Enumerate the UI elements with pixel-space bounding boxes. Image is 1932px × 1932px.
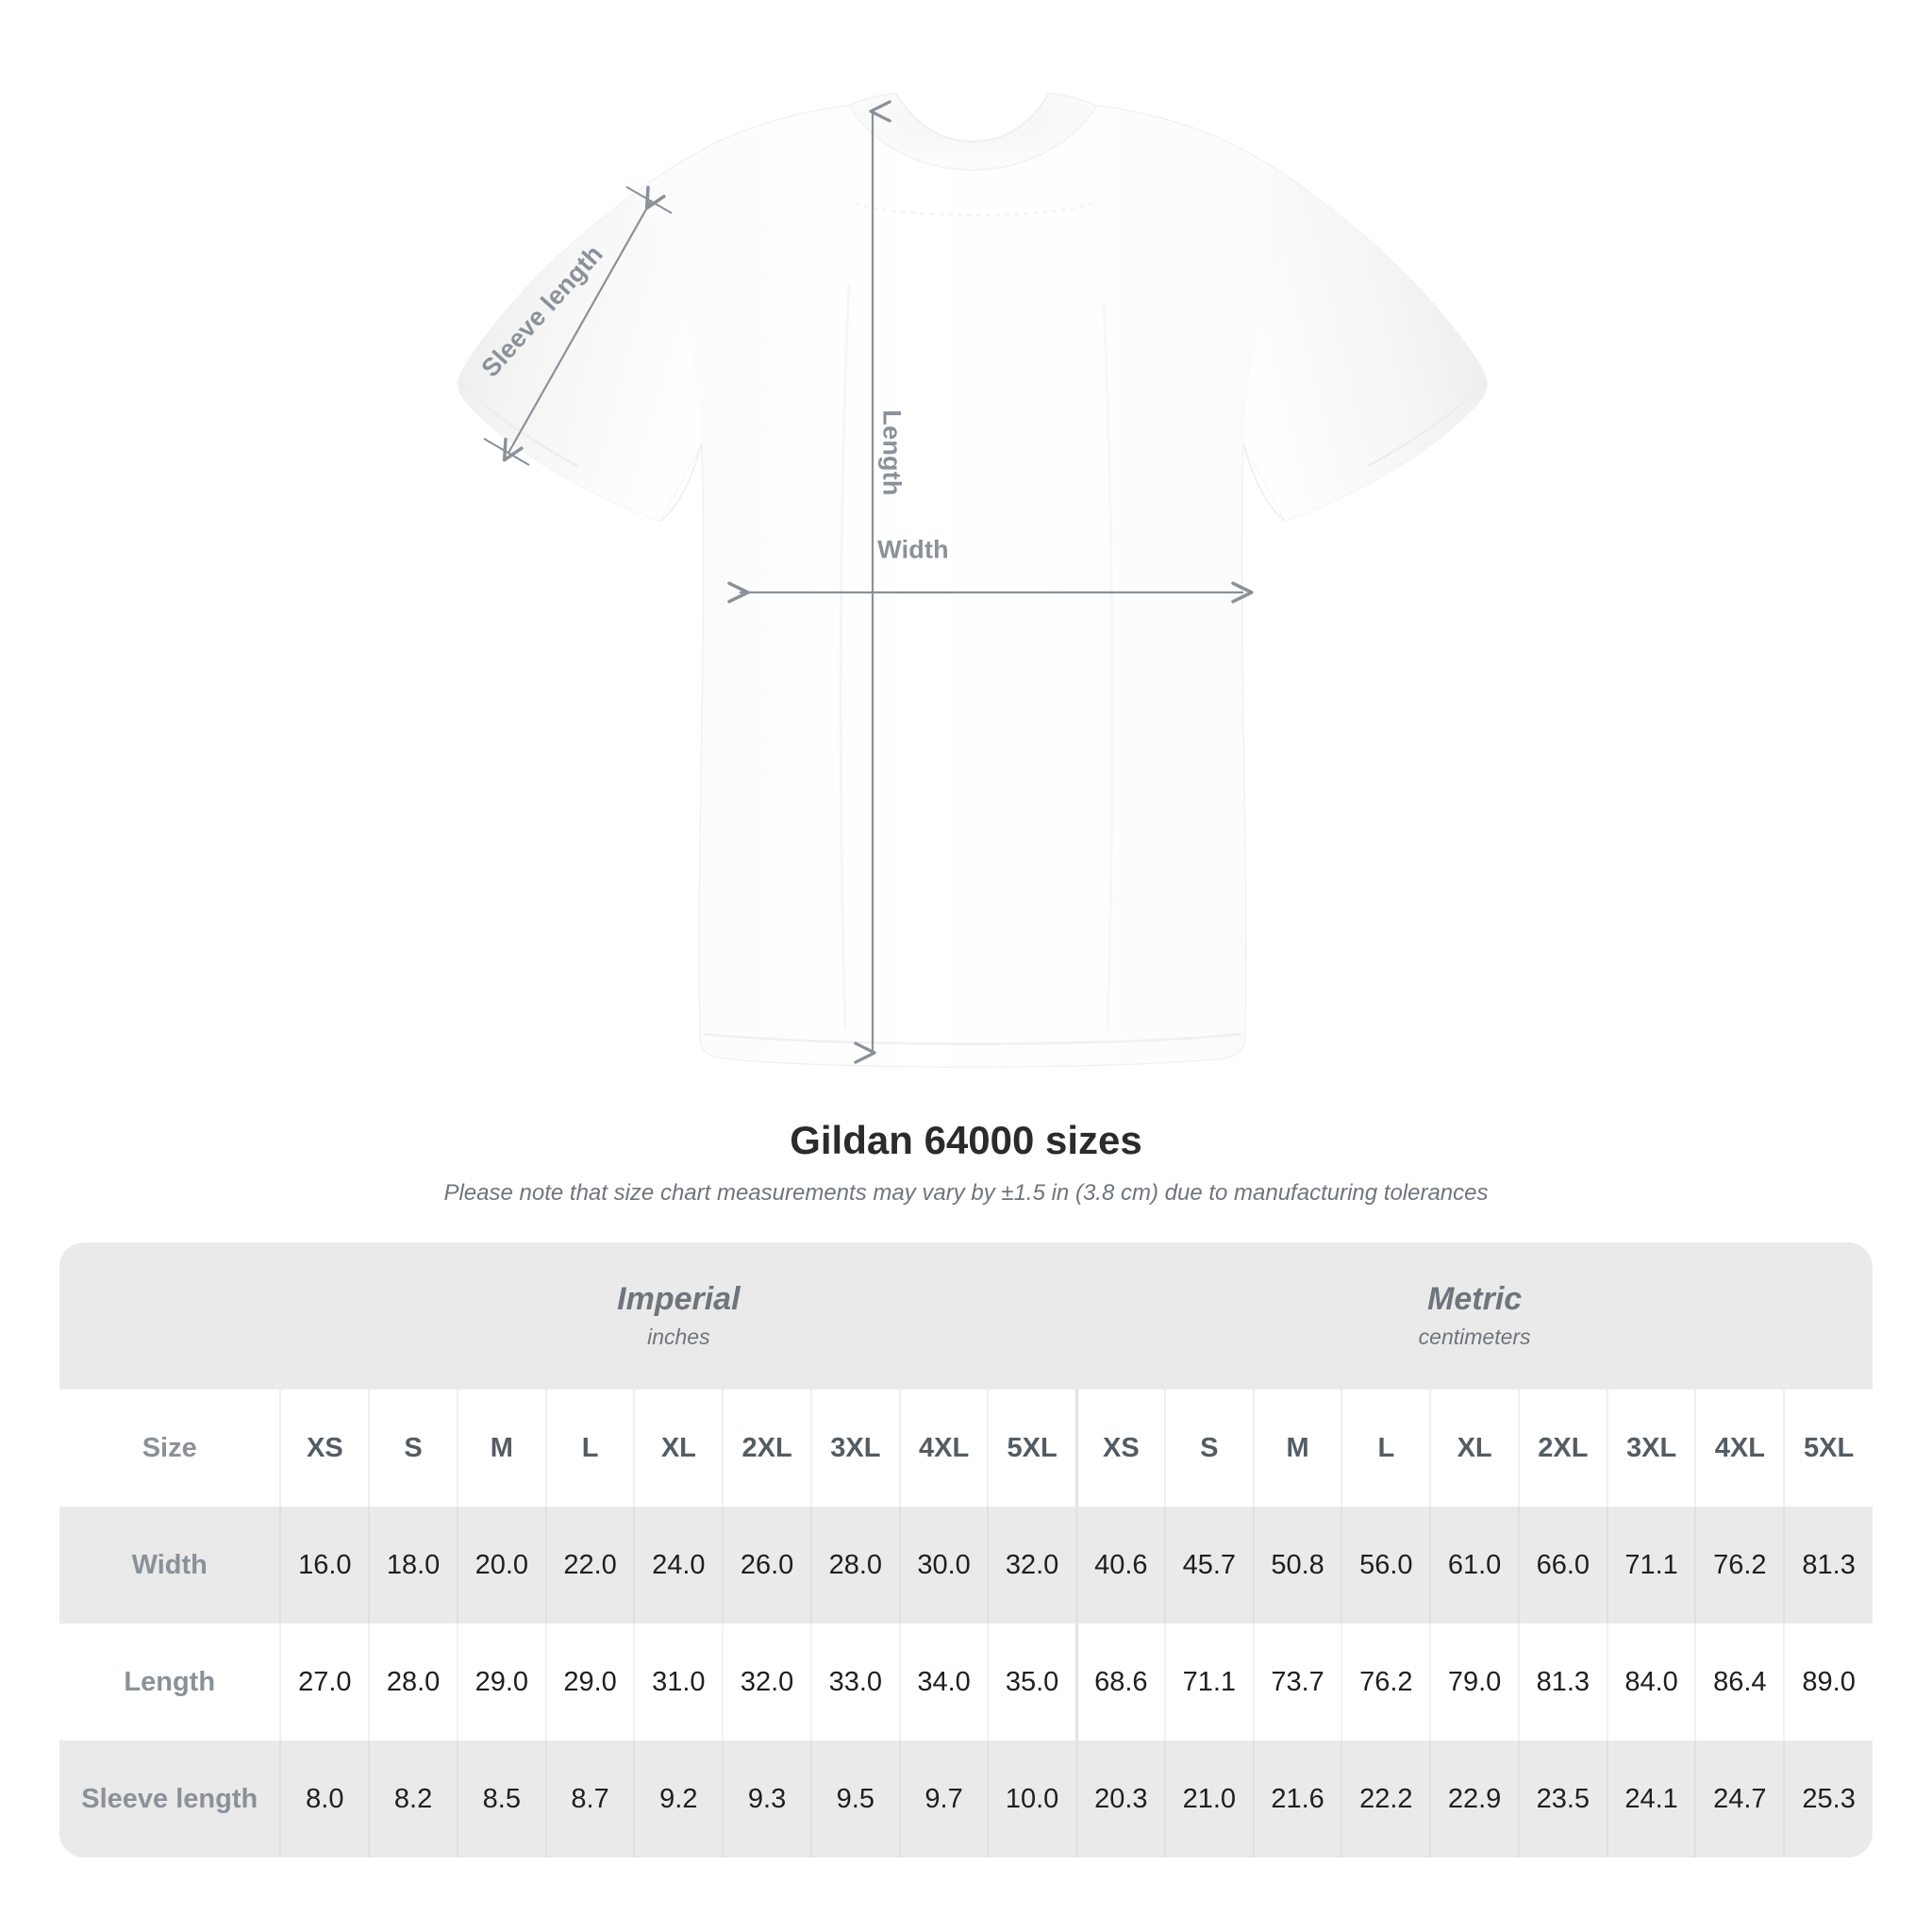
table-row: Width 16.0 18.0 20.0 22.0 24.0 26.0 28.0 30.0 32.… bbox=[59, 1507, 1873, 1624]
size-header-imperial-xs: XS bbox=[280, 1390, 371, 1507]
size-header-imperial-l: L bbox=[545, 1390, 636, 1507]
cell-length-imperial-xs: 27.0 bbox=[280, 1624, 371, 1741]
unit-name-imperial: Imperial bbox=[617, 1281, 741, 1318]
cell-length-imperial-xl: 31.0 bbox=[634, 1624, 724, 1741]
unit-banner-row: Imperial inches Metric centimeters bbox=[59, 1242, 1873, 1391]
size-header-metric-4xl: 4XL bbox=[1695, 1390, 1786, 1507]
cell-sleeve-length-metric-4xl: 24.7 bbox=[1695, 1740, 1786, 1858]
size-header-imperial-4xl: 4XL bbox=[899, 1390, 990, 1507]
cell-sleeve-length-metric-5xl: 25.3 bbox=[1784, 1740, 1873, 1858]
cell-length-metric-xs: 68.6 bbox=[1076, 1624, 1166, 1741]
cell-sleeve-length-metric-xs: 20.3 bbox=[1076, 1740, 1166, 1858]
size-header-metric-l: L bbox=[1341, 1390, 1432, 1507]
cell-length-metric-3xl: 84.0 bbox=[1607, 1624, 1697, 1741]
cell-length-metric-5xl: 89.0 bbox=[1784, 1624, 1873, 1741]
cell-length-imperial-m: 29.0 bbox=[457, 1624, 547, 1741]
cell-width-imperial-m: 20.0 bbox=[457, 1507, 547, 1624]
cell-width-metric-3xl: 71.1 bbox=[1607, 1507, 1697, 1624]
unit-banner-spacer bbox=[59, 1242, 281, 1391]
shirt-shape bbox=[458, 92, 1488, 1068]
size-header-imperial-2xl: 2XL bbox=[723, 1390, 812, 1507]
size-header-metric-5xl: 5XL bbox=[1784, 1390, 1873, 1507]
tshirt-diagram: Width Length Sleeve length bbox=[458, 92, 1488, 1068]
tolerance-note: Please note that size chart measurements… bbox=[443, 1180, 1489, 1207]
cell-width-imperial-5xl: 32.0 bbox=[988, 1507, 1078, 1624]
row-label-length: Length bbox=[59, 1624, 282, 1741]
unit-sub-metric: centimeters bbox=[1418, 1324, 1531, 1350]
page-title: Gildan 64000 sizes bbox=[790, 1118, 1142, 1162]
cell-length-metric-l: 76.2 bbox=[1341, 1624, 1432, 1741]
tshirt-illustration bbox=[458, 92, 1488, 1068]
table-row: Length 27.0 28.0 29.0 29.0 31.0 32.0 33.0 34.0 35… bbox=[59, 1624, 1873, 1741]
cell-width-imperial-3xl: 28.0 bbox=[810, 1507, 901, 1624]
size-header-imperial-5xl: 5XL bbox=[988, 1390, 1078, 1507]
cell-sleeve-length-imperial-5xl: 10.0 bbox=[988, 1740, 1078, 1858]
cell-width-imperial-xs: 16.0 bbox=[280, 1507, 371, 1624]
row-label-width: Width bbox=[59, 1507, 282, 1624]
size-header-metric-xl: XL bbox=[1430, 1390, 1520, 1507]
size-header-imperial-s: S bbox=[369, 1390, 458, 1507]
cell-length-metric-4xl: 86.4 bbox=[1695, 1624, 1786, 1741]
unit-banner-metric: Metric centimeters bbox=[1076, 1242, 1873, 1391]
cell-sleeve-length-metric-l: 22.2 bbox=[1341, 1740, 1432, 1858]
cell-sleeve-length-imperial-xs: 8.0 bbox=[280, 1740, 371, 1858]
cell-width-metric-xl: 61.0 bbox=[1430, 1507, 1520, 1624]
cell-length-metric-xl: 79.0 bbox=[1430, 1624, 1520, 1741]
cell-width-imperial-2xl: 26.0 bbox=[723, 1507, 812, 1624]
width-label: Width bbox=[877, 535, 949, 564]
cell-sleeve-length-imperial-xl: 9.2 bbox=[634, 1740, 724, 1858]
cell-width-metric-s: 45.7 bbox=[1164, 1507, 1255, 1624]
cell-length-imperial-4xl: 34.0 bbox=[899, 1624, 990, 1741]
cell-length-imperial-5xl: 35.0 bbox=[988, 1624, 1078, 1741]
size-chart-table-wrapper: Imperial inches Metric centimeters Size X… bbox=[59, 1242, 1873, 1858]
cell-sleeve-length-metric-3xl: 24.1 bbox=[1607, 1740, 1697, 1858]
cell-length-metric-m: 73.7 bbox=[1253, 1624, 1343, 1741]
cell-length-metric-2xl: 81.3 bbox=[1518, 1624, 1608, 1741]
size-header-metric-2xl: 2XL bbox=[1518, 1390, 1608, 1507]
cell-length-imperial-3xl: 33.0 bbox=[810, 1624, 901, 1741]
table-row: Sleeve length 8.0 8.2 8.5 8.7 9.2 9.3 9.5 9.7 10.… bbox=[59, 1740, 1873, 1858]
cell-sleeve-length-metric-2xl: 23.5 bbox=[1518, 1740, 1608, 1858]
size-header-metric-s: S bbox=[1164, 1390, 1255, 1507]
cell-sleeve-length-imperial-m: 8.5 bbox=[457, 1740, 547, 1858]
cell-width-metric-xs: 40.6 bbox=[1076, 1507, 1166, 1624]
size-header-imperial-xl: XL bbox=[634, 1390, 724, 1507]
cell-width-imperial-xl: 24.0 bbox=[634, 1507, 724, 1624]
cell-width-metric-5xl: 81.3 bbox=[1784, 1507, 1873, 1624]
cell-sleeve-length-imperial-4xl: 9.7 bbox=[899, 1740, 990, 1858]
cell-width-imperial-l: 22.0 bbox=[545, 1507, 636, 1624]
unit-name-metric: Metric bbox=[1427, 1281, 1523, 1318]
unit-sub-imperial: inches bbox=[647, 1324, 710, 1350]
cell-sleeve-length-metric-xl: 22.9 bbox=[1430, 1740, 1520, 1858]
size-chart-table: Imperial inches Metric centimeters Size X… bbox=[59, 1242, 1873, 1858]
size-header-row: Size XS S M L XL 2XL 3XL 4XL 5XL XS S M L XL 2XL 3XL 4XL 5… bbox=[59, 1390, 1873, 1507]
cell-length-imperial-l: 29.0 bbox=[545, 1624, 636, 1741]
title-block: Gildan 64000 sizes Please note that size… bbox=[0, 1118, 1932, 1207]
length-label: Length bbox=[877, 409, 907, 496]
size-header-metric-xs: XS bbox=[1076, 1390, 1166, 1507]
cell-sleeve-length-imperial-2xl: 9.3 bbox=[723, 1740, 812, 1858]
size-header-metric-3xl: 3XL bbox=[1607, 1390, 1697, 1507]
cell-width-imperial-4xl: 30.0 bbox=[899, 1507, 990, 1624]
cell-sleeve-length-imperial-l: 8.7 bbox=[545, 1740, 636, 1858]
cell-sleeve-length-metric-m: 21.6 bbox=[1253, 1740, 1343, 1858]
cell-width-imperial-s: 18.0 bbox=[369, 1507, 458, 1624]
row-label-sleeve-length: Sleeve length bbox=[59, 1740, 282, 1858]
unit-banner-imperial: Imperial inches bbox=[280, 1242, 1077, 1391]
cell-sleeve-length-imperial-s: 8.2 bbox=[369, 1740, 458, 1858]
cell-sleeve-length-imperial-3xl: 9.5 bbox=[810, 1740, 901, 1858]
cell-width-metric-4xl: 76.2 bbox=[1695, 1507, 1786, 1624]
sleeve-length-dimension-line bbox=[483, 185, 673, 466]
size-header-imperial-3xl: 3XL bbox=[810, 1390, 901, 1507]
cell-length-imperial-2xl: 32.0 bbox=[723, 1624, 812, 1741]
cell-width-metric-m: 50.8 bbox=[1253, 1507, 1343, 1624]
cell-length-imperial-s: 28.0 bbox=[369, 1624, 458, 1741]
size-header-imperial-m: M bbox=[457, 1390, 547, 1507]
size-header-metric-m: M bbox=[1253, 1390, 1343, 1507]
cell-width-metric-l: 56.0 bbox=[1341, 1507, 1432, 1624]
cell-width-metric-2xl: 66.0 bbox=[1518, 1507, 1608, 1624]
cell-sleeve-length-metric-s: 21.0 bbox=[1164, 1740, 1255, 1858]
cell-length-metric-s: 71.1 bbox=[1164, 1624, 1255, 1741]
size-header-label: Size bbox=[59, 1390, 282, 1507]
